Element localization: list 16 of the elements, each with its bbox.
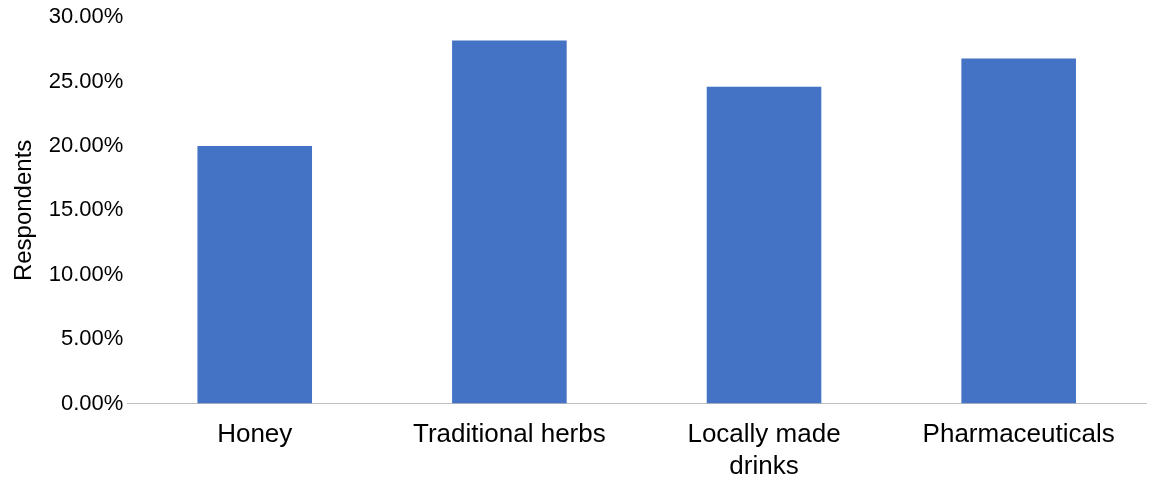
- y-tick-label: 10.00%: [48, 260, 124, 286]
- y-axis-title: Respondents: [9, 139, 37, 282]
- y-tick-label: 5.00%: [61, 325, 124, 351]
- y-tick-label: 15.00%: [48, 196, 124, 222]
- y-tick-label: 0.00%: [61, 389, 124, 415]
- y-tick-label: 25.00%: [48, 67, 124, 93]
- x-tick-label: Pharmaceuticals: [922, 418, 1115, 449]
- x-tick-label: Locally made drinks: [687, 418, 841, 480]
- bar: [961, 58, 1076, 404]
- bar: [452, 40, 567, 404]
- y-tick-label: 20.00%: [48, 132, 124, 158]
- bar: [706, 86, 822, 404]
- bar: [197, 146, 313, 404]
- x-tick-label: Honey: [217, 418, 293, 449]
- y-tick-label: 30.00%: [48, 3, 124, 29]
- x-tick-label: Traditional herbs: [413, 418, 606, 449]
